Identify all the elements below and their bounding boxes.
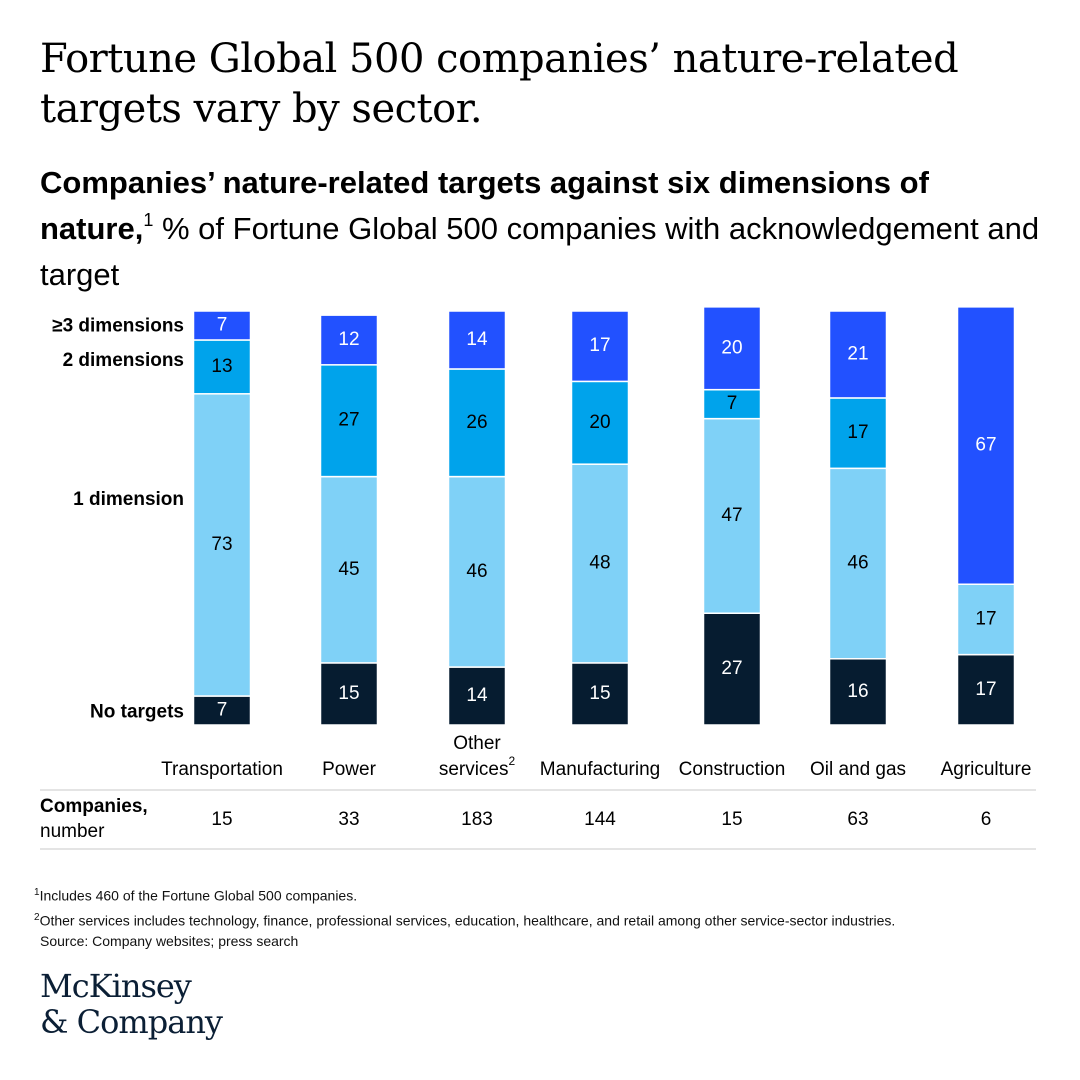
data-label: 7 xyxy=(727,393,738,414)
data-label: 14 xyxy=(466,685,488,706)
bar-segment-2-1 xyxy=(319,364,379,478)
chart-subtitle: Companies’ nature-related targets agains… xyxy=(40,160,1040,298)
bar-segment-1-3 xyxy=(570,463,630,664)
data-label: 27 xyxy=(721,658,742,679)
bar-segment-0-4 xyxy=(702,612,762,726)
category-label: Manufacturing xyxy=(540,759,660,780)
bar-segment-3-4 xyxy=(702,306,762,391)
data-label: 12 xyxy=(338,329,359,350)
category-label: Transportation xyxy=(161,759,283,780)
data-label: 20 xyxy=(721,337,742,358)
data-label: 17 xyxy=(589,335,610,356)
data-label: 7 xyxy=(217,315,228,336)
bar-segment-2-5 xyxy=(828,397,888,470)
data-label: 47 xyxy=(721,505,742,526)
data-label: 7 xyxy=(217,700,228,721)
category-label: Other xyxy=(453,733,501,754)
category-label: Agriculture xyxy=(941,759,1032,780)
footnote-2: 2Other services includes technology, fin… xyxy=(34,911,896,929)
data-label: 20 xyxy=(589,412,610,433)
data-label: 46 xyxy=(466,561,487,582)
series-label: 1 dimension xyxy=(73,489,184,510)
data-label: 21 xyxy=(847,343,868,364)
category-label: Construction xyxy=(679,759,786,780)
subtitle-superscript: 1 xyxy=(143,209,154,230)
companies-count: 15 xyxy=(721,809,742,830)
data-label: 17 xyxy=(847,422,868,443)
data-label: 73 xyxy=(211,534,232,555)
bar-segment-3-0 xyxy=(192,310,252,341)
data-label: 16 xyxy=(847,681,868,702)
bar-segment-1-2 xyxy=(447,475,507,668)
data-label: 17 xyxy=(975,608,996,629)
bar-segment-3-6 xyxy=(956,306,1016,585)
series-label: 2 dimensions xyxy=(63,350,184,371)
companies-count: 183 xyxy=(461,809,493,830)
data-label: 15 xyxy=(338,683,359,704)
bar-segment-2-3 xyxy=(570,380,630,465)
data-label: 26 xyxy=(466,412,487,433)
category-label: Oil and gas xyxy=(810,759,906,780)
companies-count: 15 xyxy=(211,809,232,830)
companies-count: 63 xyxy=(847,809,868,830)
footnote-source: Source: Company websites; press search xyxy=(40,933,299,950)
bar-segment-3-5 xyxy=(828,310,888,399)
bar-segment-2-4 xyxy=(702,388,762,420)
bar-segment-3-3 xyxy=(570,310,630,383)
companies-label: Companies, xyxy=(40,796,148,817)
bar-segment-0-0 xyxy=(192,695,252,726)
data-label: 15 xyxy=(589,683,610,704)
subtitle-bold: Companies’ nature-related targets agains… xyxy=(40,165,929,246)
bar-segment-0-1 xyxy=(319,662,379,726)
series-label: ≥3 dimensions xyxy=(52,316,184,337)
data-label: 45 xyxy=(338,559,359,580)
bar-segment-3-1 xyxy=(319,314,379,366)
stacked-bar-chart: 7731371545271214462614154820172747720164… xyxy=(40,306,1036,850)
category-label: Power xyxy=(322,759,377,780)
data-label: 17 xyxy=(975,679,996,700)
footnote-1: 1Includes 460 of the Fortune Global 500 … xyxy=(34,887,358,904)
mckinsey-logo: McKinsey & Company xyxy=(40,967,223,1041)
data-label: 27 xyxy=(338,410,359,431)
bar-segment-1-0 xyxy=(192,393,252,697)
bar-segment-1-4 xyxy=(702,417,762,614)
data-label: 14 xyxy=(466,329,488,350)
data-label: 13 xyxy=(211,356,232,377)
bar-segment-1-6 xyxy=(956,583,1016,656)
footnotes: 1Includes 460 of the Fortune Global 500 … xyxy=(34,882,895,952)
series-label: No targets xyxy=(90,702,184,723)
bar-segment-2-0 xyxy=(192,339,252,395)
bar-segment-1-1 xyxy=(319,475,379,664)
data-label: 48 xyxy=(589,553,610,574)
bar-segment-0-3 xyxy=(570,662,630,726)
subtitle-rest: % of Fortune Global 500 companies with a… xyxy=(40,211,1040,292)
companies-count: 6 xyxy=(981,809,992,830)
bar-segment-2-2 xyxy=(447,368,507,478)
companies-count: 33 xyxy=(338,809,359,830)
bar-segment-3-2 xyxy=(447,310,507,370)
bar-segment-0-6 xyxy=(956,653,1016,726)
companies-count: 144 xyxy=(584,809,616,830)
headline: Fortune Global 500 companies’ nature-rel… xyxy=(40,36,959,132)
category-label: services2 xyxy=(439,754,516,780)
bar-segment-1-5 xyxy=(828,467,888,660)
data-label: 67 xyxy=(975,435,996,456)
data-label: 46 xyxy=(847,553,868,574)
companies-sublabel: number xyxy=(40,821,105,842)
bar-segment-0-2 xyxy=(447,666,507,726)
